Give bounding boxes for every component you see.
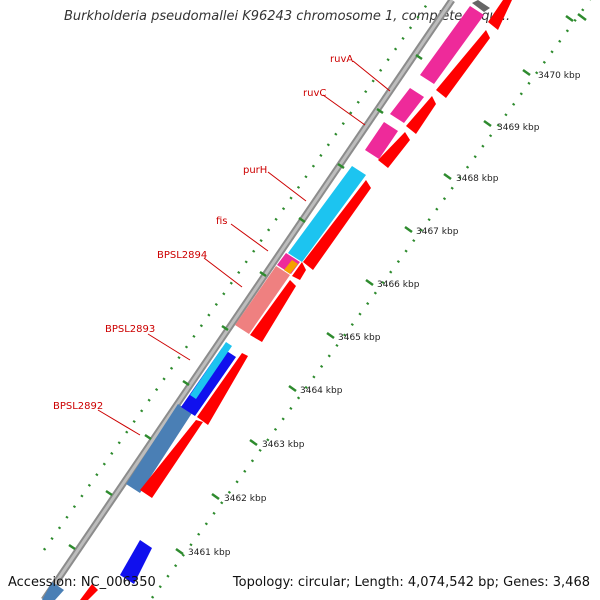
inner-feature-track — [140, 0, 512, 498]
tick-label-3469: 3469 kbp — [497, 123, 540, 133]
gene-callouts — [97, 60, 391, 436]
tick-label-3470: 3470 kbp — [538, 71, 581, 81]
gene-segment-blue-inner — [120, 540, 152, 584]
red-gene-arrow — [378, 132, 410, 168]
gene-segment-orange — [284, 260, 298, 274]
inner-dotted-ruler — [150, 0, 592, 599]
backbone — [41, 0, 455, 600]
tick-label-3468: 3468 kbp — [456, 174, 499, 184]
gene-label-purh: purH — [243, 165, 267, 176]
accession-text: Accession: NC_006350 — [8, 575, 156, 590]
corner-tick — [577, 13, 587, 21]
gene-segment-pink-fis — [277, 253, 300, 274]
red-gene-arrow — [406, 96, 436, 134]
gene-segment-pink-top — [420, 6, 484, 84]
gene-labels: BPSL2892 BPSL2893 BPSL2894 fis purH ruvC… — [53, 54, 353, 412]
gene-label-fis: fis — [216, 216, 228, 227]
tick-label-3466: 3466 kbp — [377, 280, 420, 290]
outer-dotted-ruler — [42, 0, 432, 551]
gene-segment-red-bottom — [80, 584, 98, 600]
tick-label-3464: 3464 kbp — [300, 386, 343, 396]
tick-label-3465: 3465 kbp — [338, 333, 381, 343]
red-gene-arrow — [488, 0, 512, 30]
tick-label-3462: 3462 kbp — [224, 494, 267, 504]
gene-segment-blue-bpsl2893 — [181, 348, 236, 416]
tick-label-3467: 3467 kbp — [416, 227, 459, 237]
gene-segment-pink-ruva — [390, 88, 424, 123]
map-title: Burkholderia pseudomallei K96243 chromos… — [64, 9, 511, 24]
red-gene-arrow — [303, 180, 371, 270]
gene-segment-cyan-purh — [288, 166, 366, 262]
red-gene-arrow — [292, 262, 306, 280]
tick-label-3463: 3463 kbp — [262, 440, 305, 450]
red-gene-arrow — [250, 280, 296, 342]
topology-text: Topology: circular; Length: 4,074,542 bp… — [232, 575, 590, 590]
gene-label-ruvc: ruvC — [303, 88, 326, 99]
gene-label-ruva: ruvA — [330, 54, 353, 65]
gene-segment-steelblue-bpsl2892 — [126, 404, 192, 493]
red-gene-arrow — [197, 353, 248, 425]
gene-segment-cyan-bpsl2893 — [190, 342, 232, 399]
outer-major-ticks — [68, 53, 423, 551]
tick-labels: 3461 kbp 3462 kbp 3463 kbp 3464 kbp 3465… — [188, 71, 581, 558]
red-gene-arrow — [140, 420, 203, 498]
tick-label-3461: 3461 kbp — [188, 548, 231, 558]
gene-segment-salmon-bpsl2894 — [235, 266, 290, 334]
gene-segment-gray-top — [472, 0, 490, 12]
gene-label-bpsl2894: BPSL2894 — [157, 250, 207, 261]
inner-major-ticks — [175, 14, 574, 556]
gene-label-bpsl2893: BPSL2893 — [105, 324, 155, 335]
outer-feature-track — [42, 0, 490, 600]
gene-segment-pink-ruvc — [365, 122, 398, 159]
red-gene-arrow — [436, 30, 490, 98]
gene-label-bpsl2892: BPSL2892 — [53, 401, 103, 412]
gene-segment-blue-dark — [42, 582, 64, 600]
